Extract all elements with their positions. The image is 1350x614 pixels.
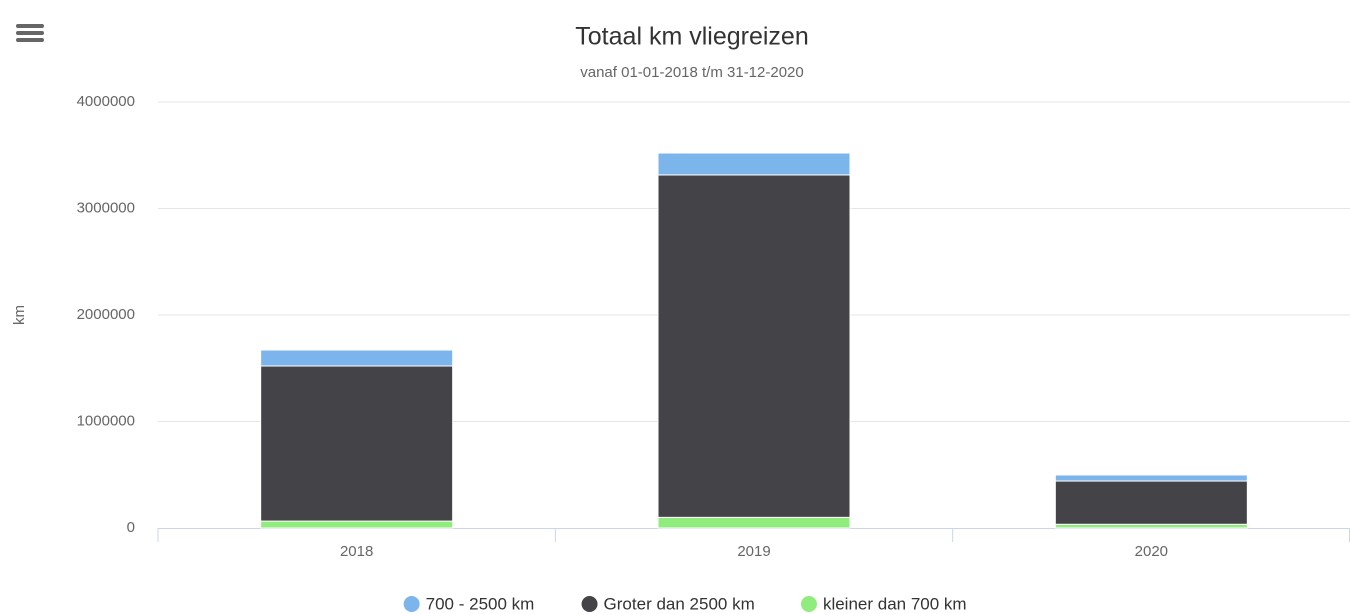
legend-marker — [581, 596, 598, 612]
x-tick-label: 2018 — [340, 543, 373, 560]
menu-bar — [16, 24, 44, 28]
legend-label: Groter dan 2500 km — [604, 594, 755, 613]
x-tick-label: 2020 — [1135, 543, 1168, 560]
bar-segment — [260, 349, 454, 367]
bar-segment — [657, 152, 851, 176]
y-tick-label: 1000000 — [77, 412, 135, 429]
menu-button[interactable] — [16, 24, 44, 42]
bar-segment — [1054, 523, 1248, 529]
menu-bar — [16, 31, 44, 35]
chart-title: Totaal km vliegreizen — [575, 23, 808, 51]
chart-subtitle: vanaf 01-01-2018 t/m 31-12-2020 — [580, 64, 803, 81]
y-tick-label: 4000000 — [77, 93, 135, 110]
bar-segment — [657, 516, 851, 529]
legend-label: kleiner dan 700 km — [823, 594, 967, 613]
bar-segment — [1054, 480, 1248, 525]
y-tick-label: 2000000 — [77, 306, 135, 323]
bar-segment — [260, 365, 454, 522]
legend-label: 700 - 2500 km — [426, 594, 535, 613]
y-axis-title: km — [11, 305, 28, 325]
bar-segment — [1054, 474, 1248, 482]
x-tick-label: 2019 — [737, 543, 770, 560]
legend-marker — [403, 596, 420, 612]
y-tick-label: 0 — [127, 519, 135, 536]
legend-marker — [800, 596, 817, 612]
y-tick-label: 3000000 — [77, 199, 135, 216]
menu-bar — [16, 38, 44, 42]
bar-segment — [657, 174, 851, 518]
bar-segment — [260, 520, 454, 529]
